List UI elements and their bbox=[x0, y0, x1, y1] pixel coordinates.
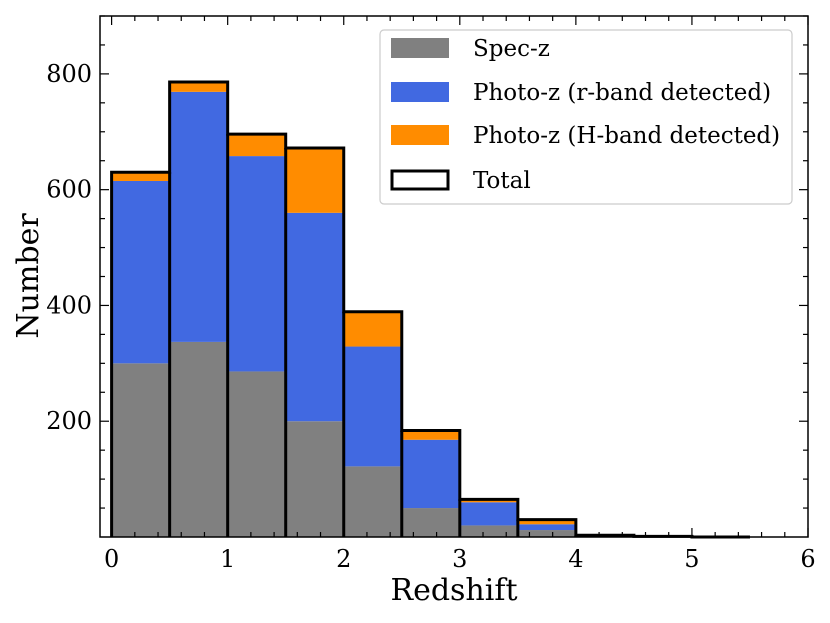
bar-0-4 bbox=[343, 466, 402, 537]
legend-label: Photo-z (H-band detected) bbox=[473, 123, 780, 149]
bar-0-2 bbox=[227, 371, 286, 537]
legend-swatch bbox=[391, 38, 449, 58]
x-tick-label: 5 bbox=[684, 545, 699, 573]
x-tick-label: 1 bbox=[220, 545, 235, 573]
total-outline bbox=[110, 80, 750, 539]
bar-1-0 bbox=[111, 180, 170, 364]
x-tick-label: 3 bbox=[452, 545, 467, 573]
total-outline-steps bbox=[110, 80, 750, 539]
bar-0-1 bbox=[169, 341, 228, 537]
x-tick-label: 2 bbox=[336, 545, 351, 573]
bar-0-0 bbox=[111, 363, 170, 537]
bar-1-3 bbox=[285, 212, 344, 422]
bar-2-3 bbox=[285, 147, 344, 213]
legend-label: Spec-z bbox=[473, 36, 550, 62]
x-tick-label: 6 bbox=[800, 545, 815, 573]
legend-swatch bbox=[391, 82, 449, 102]
bar-1-6 bbox=[459, 502, 518, 526]
tick-labels: 0 1 2 3 4 5 6 200 400 600 800 bbox=[46, 60, 815, 573]
x-tick-label: 0 bbox=[104, 545, 119, 573]
bar-2-2 bbox=[227, 134, 286, 157]
bar-0-3 bbox=[285, 421, 344, 537]
x-tick-label: 4 bbox=[568, 545, 583, 573]
legend-swatch-total bbox=[390, 169, 450, 191]
bar-2-0 bbox=[111, 172, 170, 181]
legend: Spec-z Photo-z (r-band detected) Photo-z (… bbox=[379, 29, 793, 205]
y-tick-label: 400 bbox=[46, 291, 92, 319]
bar-1-4 bbox=[343, 346, 402, 467]
bar-2-7 bbox=[517, 519, 576, 525]
bar-0-6 bbox=[459, 525, 518, 537]
y-axis-label: Number bbox=[11, 213, 46, 339]
legend-box bbox=[379, 29, 793, 205]
bar-2-1 bbox=[169, 81, 228, 92]
histogram-bars bbox=[111, 81, 692, 537]
bar-2-4 bbox=[343, 311, 402, 347]
plot-frame bbox=[99, 15, 809, 538]
bar-1-5 bbox=[401, 439, 460, 509]
y-tick-label: 600 bbox=[46, 176, 92, 204]
bar-1-7 bbox=[517, 524, 576, 531]
bar-0-5 bbox=[401, 508, 460, 537]
legend-label: Photo-z (r-band detected) bbox=[473, 80, 771, 106]
y-tick-label: 200 bbox=[46, 407, 92, 435]
legend-swatch bbox=[391, 125, 449, 145]
x-axis-label: Redshift bbox=[390, 573, 517, 608]
bar-2-5 bbox=[401, 430, 460, 440]
bar-1-2 bbox=[227, 156, 286, 372]
y-tick-label: 800 bbox=[46, 60, 92, 88]
bar-1-1 bbox=[169, 91, 228, 342]
legend-label: Total bbox=[473, 168, 531, 194]
bar-0-7 bbox=[517, 530, 576, 537]
